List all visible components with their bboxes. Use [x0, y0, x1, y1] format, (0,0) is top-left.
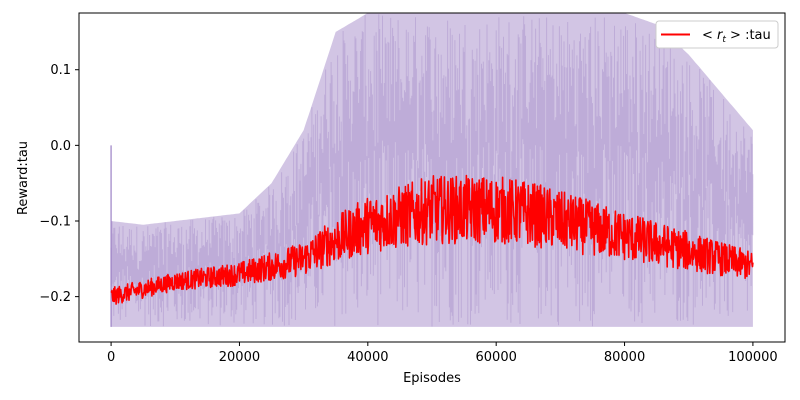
- reward-band-area: [111, 13, 753, 327]
- x-tick-label: 80000: [604, 350, 645, 365]
- legend-label: < rt > :tau: [702, 28, 771, 45]
- y-axis-ticks: −0.2 −0.1 0.0 0.1: [39, 63, 79, 305]
- x-tick-label: 100000: [728, 350, 778, 365]
- x-axis-ticks: 0 20000 40000 60000 80000 100000: [107, 342, 778, 365]
- y-tick-label: −0.2: [39, 290, 71, 305]
- x-tick-label: 60000: [476, 350, 517, 365]
- y-tick-label: −0.1: [39, 214, 71, 229]
- x-axis-label: Episodes: [403, 371, 461, 386]
- reward-mean-line-layer: [110, 174, 754, 305]
- plot-frame: [78, 12, 786, 343]
- series-line-0: [110, 174, 754, 305]
- y-tick-label: 0.0: [50, 139, 71, 154]
- x-tick-label: 40000: [347, 350, 388, 365]
- x-tick-label: 0: [107, 350, 115, 365]
- y-axis-label: Reward:tau: [16, 141, 31, 215]
- legend-box: [655, 20, 779, 49]
- y-tick-label: 0.1: [50, 63, 71, 78]
- reward-range-band: [110, 13, 754, 327]
- legend: < rt > :tau: [655, 20, 779, 49]
- x-tick-label: 20000: [219, 350, 260, 365]
